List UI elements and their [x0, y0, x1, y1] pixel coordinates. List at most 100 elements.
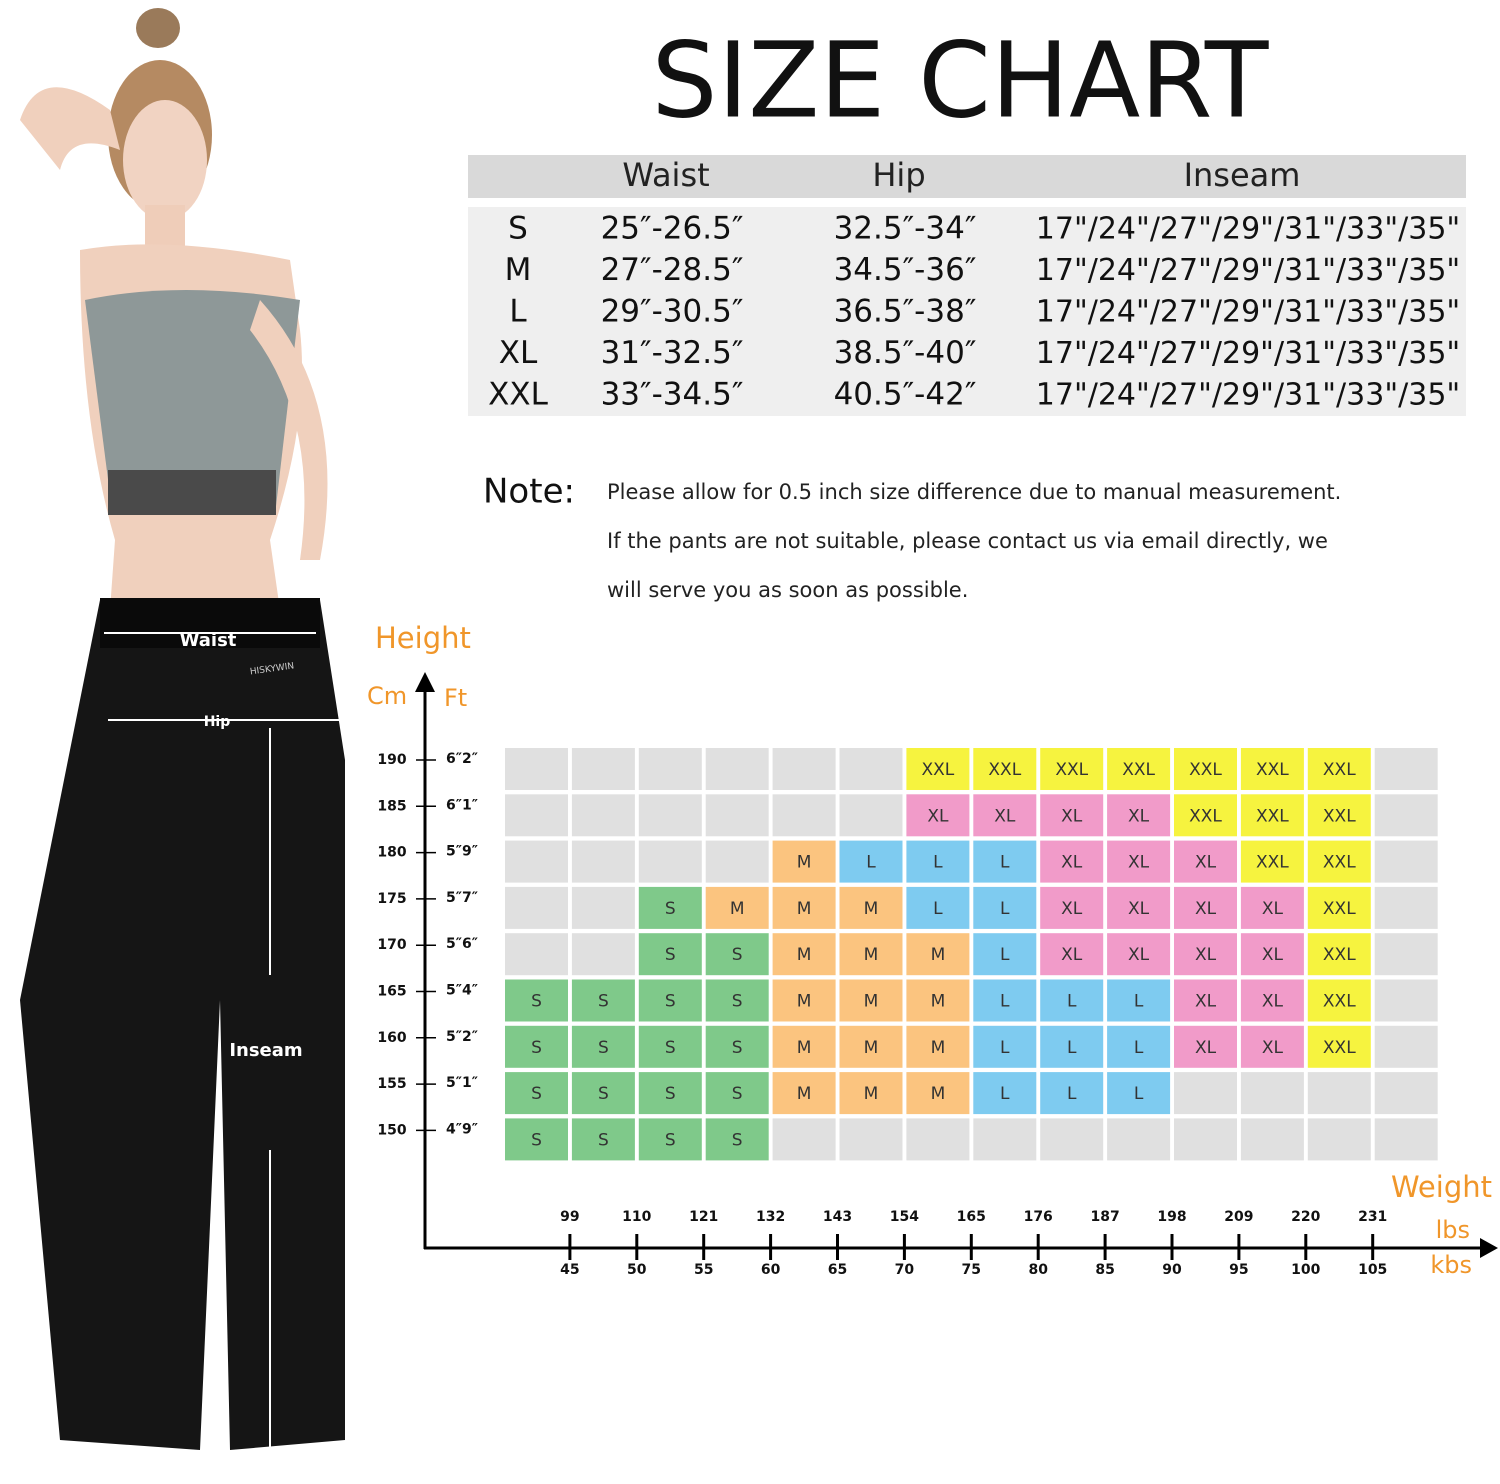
cell-size: M: [864, 899, 879, 919]
lbs-label: 121: [689, 1209, 718, 1225]
cell-size: L: [1134, 1038, 1144, 1058]
grid-cell: [1107, 886, 1171, 929]
grid-cell: [505, 886, 568, 929]
lbs-label: 187: [1090, 1209, 1119, 1225]
kg-label: 55: [694, 1262, 713, 1278]
grid-cell: [1307, 1025, 1371, 1068]
lbs-label: 198: [1157, 1209, 1186, 1225]
cell-size: XL: [1061, 806, 1083, 826]
cm-label: 165: [377, 984, 406, 1000]
lbs-label: 132: [756, 1209, 785, 1225]
grid-cell: [1240, 794, 1304, 837]
cell-size: S: [665, 945, 676, 965]
grid-cell: [1307, 794, 1371, 837]
grid-cell: [638, 1072, 702, 1115]
cell-size: S: [665, 1038, 676, 1058]
grid-cell: [705, 886, 769, 929]
grid-cell: [571, 1072, 635, 1115]
ft-label: 5″1″: [446, 1075, 478, 1091]
grid-cell: [505, 933, 568, 976]
grid-cell: [705, 840, 769, 883]
cell-size: XL: [994, 806, 1016, 826]
grid-cell: [705, 933, 769, 976]
table-cell: 17"/24"/27"/29"/31"/33"/35": [1036, 253, 1460, 288]
cell-size: XXL: [1256, 760, 1289, 780]
ft-label: 5″7″: [446, 890, 478, 906]
lbs-label: 110: [622, 1209, 651, 1225]
grid-cell: [906, 1118, 970, 1161]
grid-cell: [839, 748, 903, 790]
grid-cell: [638, 886, 702, 929]
cell-size: M: [797, 945, 812, 965]
cell-size: M: [931, 992, 946, 1012]
cell-size: XL: [1195, 992, 1217, 1012]
cell-size: XXL: [1189, 760, 1222, 780]
kg-label: 105: [1358, 1262, 1387, 1278]
cell-size: L: [1134, 1084, 1144, 1104]
kg-label: 70: [895, 1262, 915, 1278]
cell-size: XL: [1262, 992, 1284, 1012]
lbs-label: 231: [1358, 1209, 1387, 1225]
lbs-label: 165: [957, 1209, 986, 1225]
cell-size: XXL: [1256, 806, 1289, 826]
cell-size: XXL: [1323, 806, 1356, 826]
grid-cell: [1107, 933, 1171, 976]
cell-size: XXL: [1055, 760, 1088, 780]
grid-cell: [1040, 794, 1104, 837]
cell-size: XL: [1195, 1038, 1217, 1058]
note-line: Please allow for 0.5 inch size differenc…: [607, 480, 1341, 504]
ft-label: 6″2″: [446, 751, 478, 767]
size-label: M: [505, 252, 532, 288]
grid-cell: [1174, 1118, 1237, 1161]
note-line: If the pants are not suitable, please co…: [607, 529, 1328, 553]
table-cell: 34.5″-36″: [834, 252, 977, 288]
cell-size: M: [864, 992, 879, 1012]
grid-cell: [1040, 748, 1104, 790]
lbs-label: 99: [560, 1209, 579, 1225]
kg-label: 75: [962, 1262, 981, 1278]
grid-cell: [973, 933, 1037, 976]
model: [20, 8, 345, 1475]
cell-size: XL: [927, 806, 949, 826]
grid-cell: [1307, 1072, 1371, 1115]
cell-size: XXL: [1323, 853, 1356, 873]
cell-size: M: [931, 1038, 946, 1058]
grid-cell: [906, 840, 970, 883]
ft-label: 6″1″: [446, 797, 478, 813]
grid-cell: [571, 748, 635, 790]
sports-top: [85, 290, 300, 515]
table-cell: 29″-30.5″: [601, 294, 744, 330]
cell-size: L: [1000, 899, 1010, 919]
grid-cell: [1240, 1118, 1304, 1161]
grid-cell: [571, 1025, 635, 1068]
x-unit: lbs: [1436, 1216, 1470, 1244]
cell-size: XXL: [1256, 853, 1289, 873]
grid-cell: [973, 979, 1037, 1022]
cm-label: 150: [377, 1122, 406, 1138]
grid-cell: [1374, 1072, 1438, 1115]
grid-cell: [1374, 979, 1438, 1022]
cell-size: XL: [1262, 945, 1284, 965]
cell-size: XL: [1061, 853, 1083, 873]
grid-cell: [1107, 1118, 1171, 1161]
grid-cell: [1307, 1118, 1371, 1161]
grid-cell: [1240, 1072, 1304, 1115]
cm-label: 175: [377, 891, 406, 907]
grid-cell: [839, 794, 903, 837]
kg-label: 95: [1229, 1262, 1248, 1278]
grid-cell: [973, 748, 1037, 790]
ft-label: 4″9″: [446, 1121, 478, 1137]
kg-label: 60: [761, 1262, 781, 1278]
waistband: [100, 598, 320, 648]
grid-cell: [638, 979, 702, 1022]
grid-cell: [571, 840, 635, 883]
ft-label: 5″9″: [446, 844, 478, 860]
grid-cell: [772, 979, 836, 1022]
cell-size: XL: [1262, 899, 1284, 919]
grid-cell: [1174, 840, 1237, 883]
grid-cell: [1174, 933, 1237, 976]
cell-size: XXL: [988, 760, 1021, 780]
grid-cell: [906, 1072, 970, 1115]
table-header: Hip: [872, 156, 925, 194]
table-cell: 17"/24"/27"/29"/31"/33"/35": [1036, 336, 1460, 371]
